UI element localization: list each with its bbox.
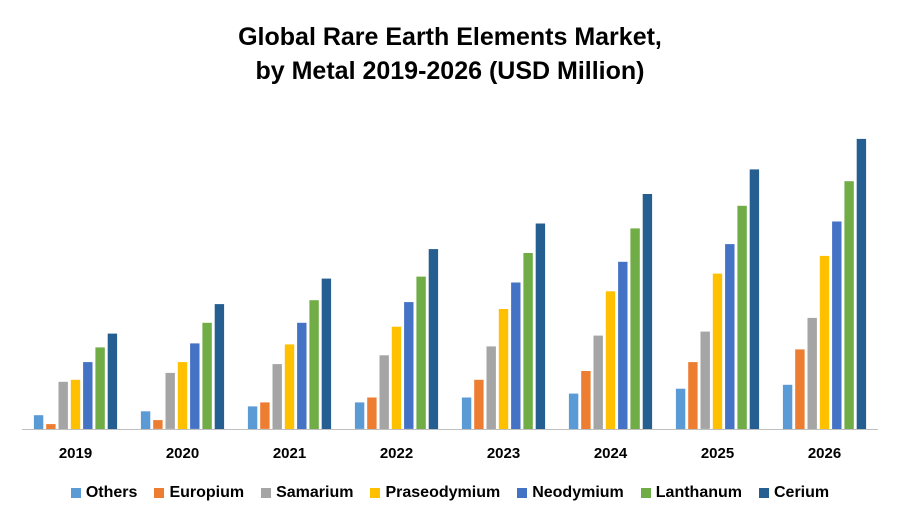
legend-swatch-samarium xyxy=(261,488,272,498)
x-tick-label-2023: 2023 xyxy=(487,445,520,462)
legend-label-cerium: Cerium xyxy=(774,484,830,501)
legend-swatch-cerium xyxy=(759,488,769,498)
chart-title-line1: Global Rare Earth Elements Market, xyxy=(238,23,662,51)
bar-cerium-2020 xyxy=(214,304,225,429)
bar-samarium-2020 xyxy=(165,372,175,429)
bar-others-2022 xyxy=(354,402,365,429)
bar-praseodymium-2020 xyxy=(177,362,188,429)
bar-neodymium-2025 xyxy=(725,244,735,429)
bar-europium-2022 xyxy=(367,397,377,429)
legend-swatch-praseodymium xyxy=(370,488,381,498)
bar-lanthanum-2020 xyxy=(202,322,212,429)
x-tick-label-2019: 2019 xyxy=(59,445,92,462)
bar-praseodymium-2024 xyxy=(605,291,616,429)
legend-item-neodymium: Neodymium xyxy=(517,484,624,502)
chart-title-line2: by Metal 2019-2026 (USD Million) xyxy=(255,57,645,85)
bar-lanthanum-2025 xyxy=(737,205,747,429)
bar-europium-2025 xyxy=(688,362,698,429)
legend-label-neodymium: Neodymium xyxy=(532,484,624,501)
legend-item-others: Others xyxy=(70,484,138,502)
bar-samarium-2024 xyxy=(593,335,603,429)
bar-europium-2024 xyxy=(581,371,591,429)
bar-neodymium-2026 xyxy=(832,221,842,429)
bar-cerium-2019 xyxy=(107,333,118,429)
bar-neodymium-2021 xyxy=(297,322,307,429)
legend-label-praseodymium: Praseodymium xyxy=(385,484,501,501)
bar-samarium-2019 xyxy=(58,381,68,429)
bar-cerium-2023 xyxy=(535,223,546,429)
bar-cerium-2026 xyxy=(856,138,867,429)
bar-others-2023 xyxy=(461,397,472,429)
bar-cerium-2025 xyxy=(749,169,760,429)
bar-neodymium-2020 xyxy=(190,343,200,429)
bar-lanthanum-2023 xyxy=(523,253,533,429)
legend-label-samarium: Samarium xyxy=(276,484,354,501)
bar-europium-2026 xyxy=(795,349,805,429)
x-tick-label-2021: 2021 xyxy=(273,445,306,462)
x-tick-label-2020: 2020 xyxy=(166,445,199,462)
bar-lanthanum-2019 xyxy=(95,347,105,429)
legend-swatch-others xyxy=(70,488,81,498)
bar-europium-2021 xyxy=(260,402,270,429)
bar-europium-2020 xyxy=(153,420,163,429)
legend-swatch-neodymium xyxy=(517,488,528,498)
bar-praseodymium-2021 xyxy=(284,344,295,429)
legend-item-cerium: Cerium xyxy=(759,484,829,502)
chart-title: Global Rare Earth Elements Market, by Me… xyxy=(0,20,900,88)
bar-others-2024 xyxy=(568,393,579,429)
legend-label-lanthanum: Lanthanum xyxy=(655,484,742,501)
bar-neodymium-2022 xyxy=(404,302,414,429)
bar-europium-2019 xyxy=(46,424,56,429)
legend-swatch-lanthanum xyxy=(640,488,651,498)
legend-label-others: Others xyxy=(85,484,138,501)
bar-others-2025 xyxy=(675,388,686,429)
x-tick-label-2022: 2022 xyxy=(380,445,413,462)
bar-others-2026 xyxy=(782,384,793,430)
legend-item-lanthanum: Lanthanum xyxy=(640,484,742,502)
bar-europium-2023 xyxy=(474,379,484,429)
bar-cerium-2022 xyxy=(428,249,439,429)
legend-swatch-europium xyxy=(154,488,165,498)
x-tick-label-2024: 2024 xyxy=(594,445,628,462)
bar-neodymium-2024 xyxy=(618,261,628,429)
bar-neodymium-2019 xyxy=(83,362,93,429)
bar-samarium-2021 xyxy=(272,364,282,429)
bar-lanthanum-2021 xyxy=(309,300,319,429)
bar-praseodymium-2026 xyxy=(819,255,830,429)
bar-others-2020 xyxy=(140,411,151,429)
bar-praseodymium-2019 xyxy=(70,379,81,429)
legend-item-samarium: Samarium xyxy=(261,484,353,502)
bar-lanthanum-2022 xyxy=(416,276,426,429)
bar-lanthanum-2026 xyxy=(844,181,854,429)
bar-praseodymium-2023 xyxy=(498,309,509,429)
bar-cerium-2021 xyxy=(321,278,332,429)
legend: Others Europium Samarium Praseodymium Neodym… xyxy=(0,484,900,502)
bar-lanthanum-2024 xyxy=(630,228,640,429)
legend-item-praseodymium: Praseodymium xyxy=(370,484,500,502)
bar-cerium-2024 xyxy=(642,194,653,429)
bar-neodymium-2023 xyxy=(511,282,521,429)
x-tick-label-2026: 2026 xyxy=(808,445,841,462)
bar-others-2021 xyxy=(247,406,258,429)
legend-label-europium: Europium xyxy=(169,484,245,501)
bar-samarium-2023 xyxy=(486,346,496,429)
bar-others-2019 xyxy=(33,415,44,429)
x-tick-label-2025: 2025 xyxy=(701,445,734,462)
bar-praseodymium-2022 xyxy=(391,326,402,429)
bar-praseodymium-2025 xyxy=(712,273,723,429)
bar-samarium-2022 xyxy=(379,355,389,430)
bar-samarium-2025 xyxy=(700,331,710,429)
legend-item-europium: Europium xyxy=(154,484,244,502)
bar-samarium-2026 xyxy=(807,317,817,429)
